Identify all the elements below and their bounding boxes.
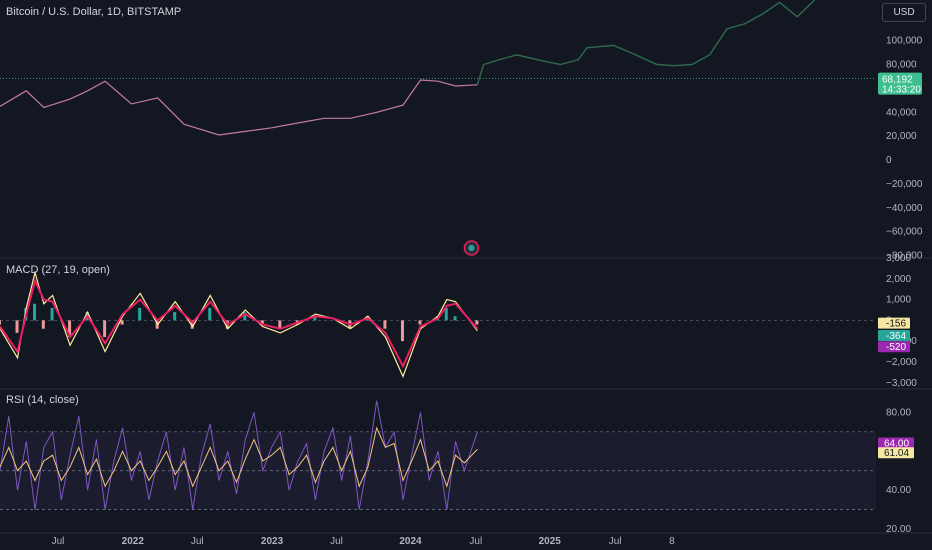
macd-histogram-bar xyxy=(418,320,422,325)
time-axis-tick: Jul xyxy=(469,536,482,547)
time-axis-tick: Jul xyxy=(191,536,204,547)
macd-histogram-bar xyxy=(190,320,194,329)
macd-histogram-bar xyxy=(444,307,448,321)
time-axis-tick: Jul xyxy=(52,536,65,547)
rsi-value-text: 61.04 xyxy=(884,448,909,459)
macd-histogram-bar xyxy=(120,320,124,325)
macd-histogram-bar xyxy=(138,307,142,321)
macd-histogram-bar xyxy=(0,320,1,325)
macd-histogram-bar xyxy=(103,320,107,338)
time-axis-tick: 2025 xyxy=(539,536,562,547)
price-axis-tick: −20,000 xyxy=(886,179,923,190)
rsi-pane-title: RSI (14, close) xyxy=(6,394,79,406)
macd-histogram-bar xyxy=(475,320,479,325)
price-axis-tick: 0 xyxy=(886,155,892,166)
macd-value-label xyxy=(878,341,910,353)
macd-value-label xyxy=(878,317,910,329)
price-axis-tick: 100,000 xyxy=(886,36,923,47)
time-axis-tick: 8 xyxy=(669,536,675,547)
last-price-label xyxy=(878,72,922,95)
countdown-value: 14:33:20 xyxy=(882,85,921,96)
macd-axis-tick: 3,000 xyxy=(886,253,911,264)
macd-axis-tick: 2,000 xyxy=(886,274,911,285)
price-bridge xyxy=(476,64,485,86)
rsi-line xyxy=(0,400,478,510)
time-axis-tick: 2024 xyxy=(399,536,422,547)
time-axis-tick: Jul xyxy=(330,536,343,547)
time-axis-tick: Jul xyxy=(609,536,622,547)
rsi-axis-tick: 80.00 xyxy=(886,407,911,418)
macd-histogram-bar xyxy=(173,312,177,321)
price-axis-tick: −40,000 xyxy=(886,203,923,214)
macd-histogram-bar xyxy=(400,320,404,342)
macd-value-text: -156 xyxy=(886,319,906,330)
macd-pane-title: MACD (27, 19, open) xyxy=(6,264,110,276)
signal-line xyxy=(0,277,479,369)
macd-histogram-bar xyxy=(15,320,19,333)
macd-axis-tick: 1,000 xyxy=(886,295,911,306)
macd-value-label xyxy=(878,329,910,341)
macd-histogram-bar xyxy=(453,316,457,321)
macd-histogram-bar xyxy=(260,320,264,325)
rsi-axis-tick: 20.00 xyxy=(886,524,911,535)
price-pane-title: Bitcoin / U.S. Dollar, 1D, BITSTAMP xyxy=(6,6,182,18)
macd-histogram-bar xyxy=(313,316,317,321)
price-axis-tick: −60,000 xyxy=(886,227,923,238)
macd-line xyxy=(0,270,478,379)
macd-value-text: -520 xyxy=(886,342,906,353)
macd-axis-tick: −3,000 xyxy=(886,378,917,389)
macd-histogram-bar xyxy=(33,303,37,321)
last-price-value: 68,192 xyxy=(882,75,913,86)
macd-axis-tick: −2,000 xyxy=(886,357,917,368)
rsi-value-text: 64.00 xyxy=(884,438,909,449)
macd-value-text: -364 xyxy=(886,331,906,342)
price-axis-tick: 80,000 xyxy=(886,60,917,71)
rsi-axis-tick: 40.00 xyxy=(886,485,911,496)
time-axis-tick: 2023 xyxy=(261,536,284,547)
price-axis-tick: −80,000 xyxy=(886,251,923,262)
macd-histogram-bar xyxy=(278,320,282,329)
price-axis-tick: 40,000 xyxy=(886,107,917,118)
macd-histogram-bar xyxy=(41,320,45,329)
price-history-series xyxy=(0,79,478,136)
rsi-ma-line xyxy=(0,426,478,488)
currency-button[interactable]: USD xyxy=(882,3,926,22)
macd-histogram-bar xyxy=(50,307,54,321)
macd-histogram-bar xyxy=(208,307,212,321)
macd-histogram-bar xyxy=(243,312,247,321)
price-projection-series xyxy=(483,0,816,67)
event-marker-dot xyxy=(468,245,475,251)
price-axis-tick: 20,000 xyxy=(886,131,917,142)
macd-histogram-bar xyxy=(68,320,72,338)
time-axis-tick: 2022 xyxy=(122,536,145,547)
rsi-value-label xyxy=(878,437,914,449)
rsi-value-label xyxy=(878,447,914,459)
macd-histogram-bar xyxy=(383,320,387,329)
